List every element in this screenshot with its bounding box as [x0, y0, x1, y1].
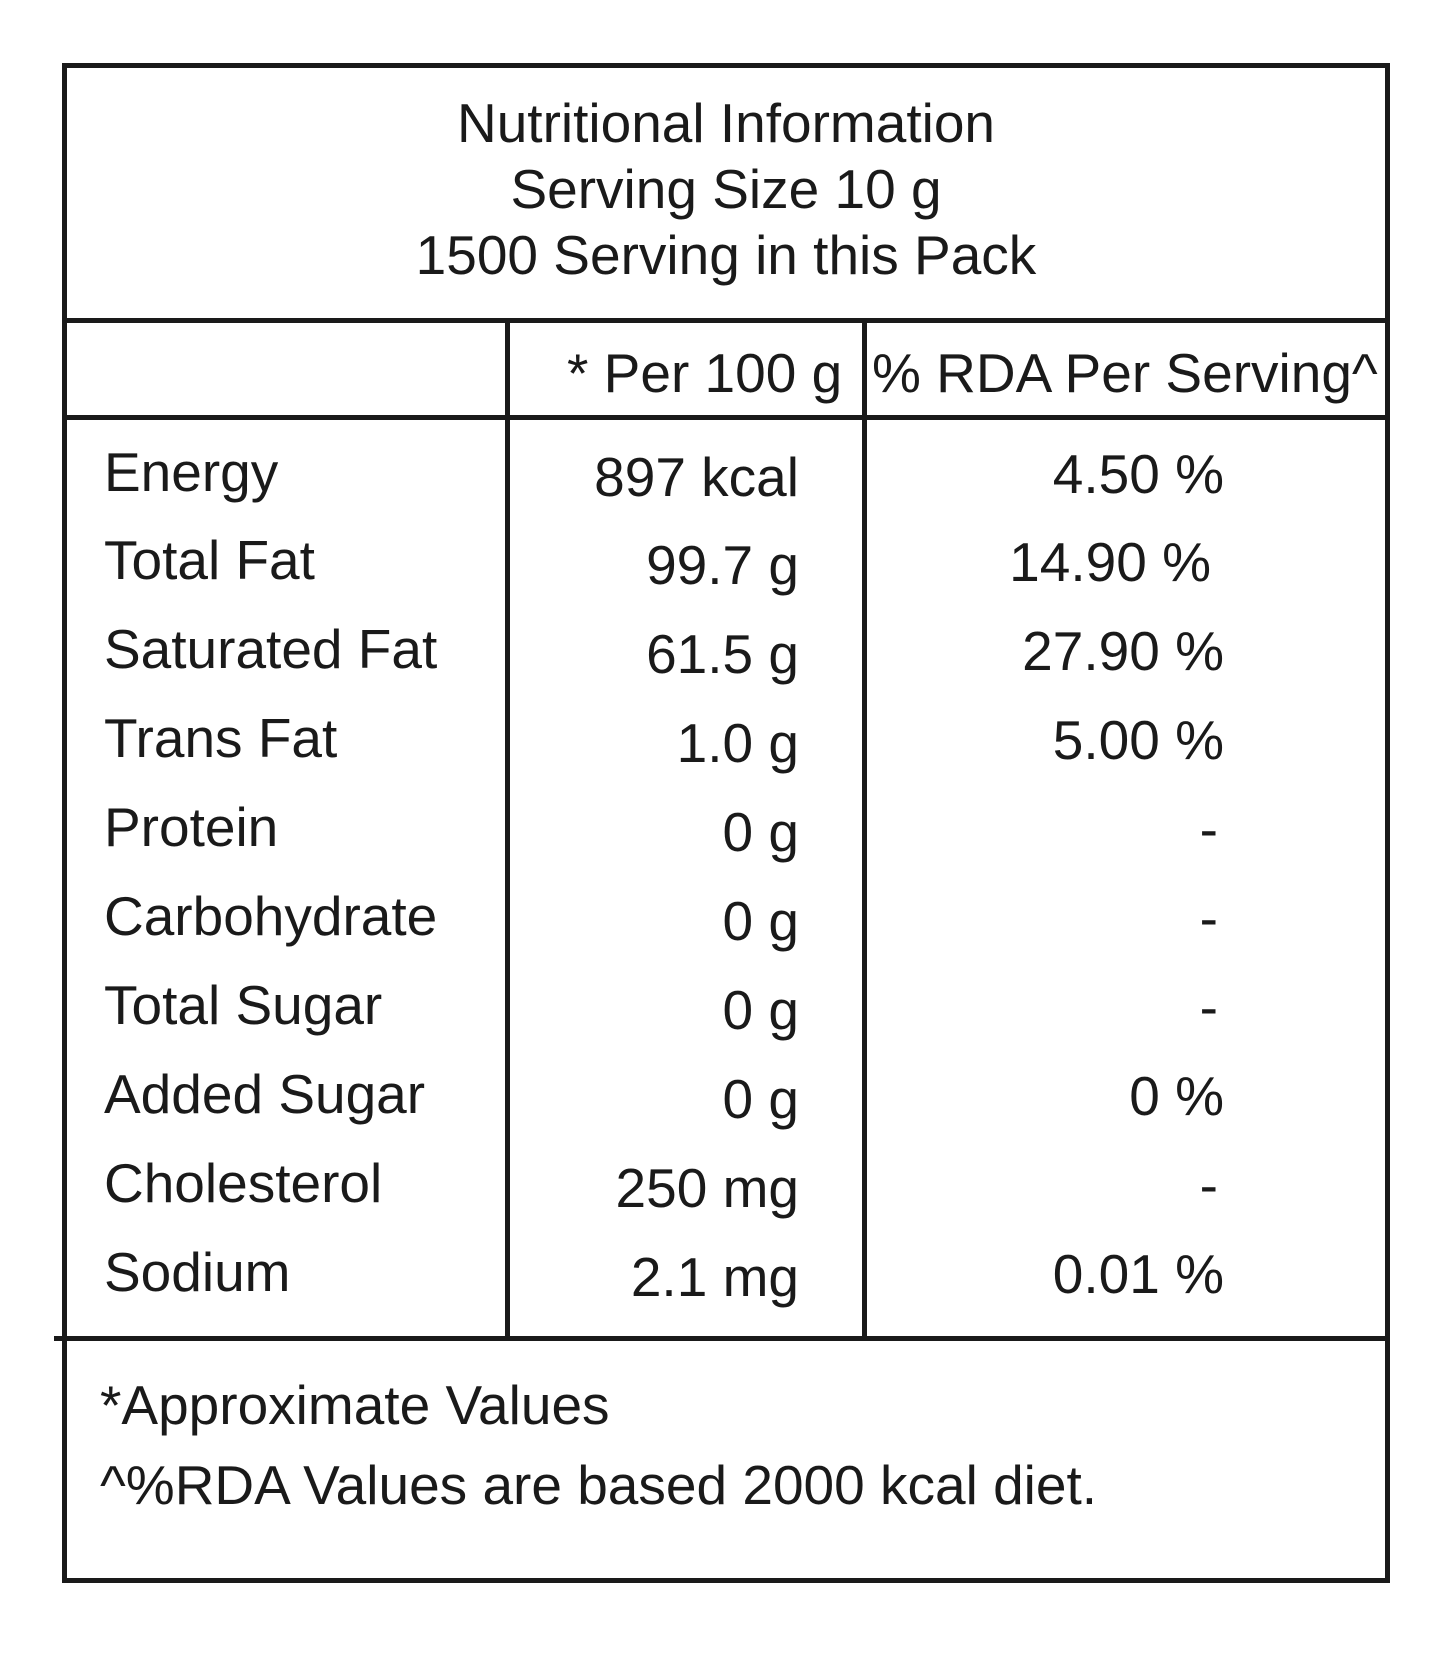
servings-per-pack: 1500 Serving in this Pack [415, 224, 1037, 286]
column-header-divider [62, 415, 1390, 420]
row-label: Total Fat [104, 529, 315, 591]
header-divider [62, 318, 1390, 323]
row-per-100g-value: 99.7 g [646, 534, 799, 596]
column-divider-right [862, 318, 867, 1341]
row-rda-value: 14.90 % [1009, 531, 1211, 593]
table-header: Nutritional Information Serving Size 10 … [67, 90, 1385, 288]
row-label: Added Sugar [104, 1063, 426, 1125]
row-per-100g-value: 2.1 mg [630, 1246, 799, 1308]
row-per-100g-value: 0 g [722, 979, 799, 1041]
row-rda-value: 5.00 % [1052, 709, 1224, 771]
row-label: Sodium [104, 1241, 291, 1303]
row-per-100g-value: 250 mg [615, 1157, 799, 1219]
column-header-rda: % RDA Per Serving^ [872, 342, 1378, 404]
row-rda-value: - [1199, 1154, 1218, 1216]
row-rda-value: 0 % [1129, 1065, 1224, 1127]
row-rda-value: - [1199, 976, 1218, 1038]
row-rda-value: 0.01 % [1052, 1243, 1224, 1305]
footer-divider [54, 1336, 1390, 1341]
row-label: Saturated Fat [104, 618, 438, 680]
nutrition-table [62, 63, 1390, 1583]
serving-size: Serving Size 10 g [510, 158, 942, 220]
row-label: Cholesterol [104, 1152, 383, 1214]
table-title: Nutritional Information [456, 92, 996, 154]
row-label: Protein [104, 796, 279, 858]
row-rda-value: 27.90 % [1022, 620, 1224, 682]
row-per-100g-value: 0 g [722, 1068, 799, 1130]
footnote-approximate: *Approximate Values [100, 1374, 610, 1436]
column-divider-left [505, 318, 510, 1341]
row-label: Trans Fat [104, 707, 338, 769]
row-per-100g-value: 897 kcal [594, 446, 799, 508]
row-rda-value: - [1199, 798, 1218, 860]
row-label: Total Sugar [104, 974, 383, 1036]
row-per-100g-value: 0 g [722, 890, 799, 952]
row-rda-value: 4.50 % [1052, 443, 1224, 505]
footnote-rda-basis: ^%RDA Values are based 2000 kcal diet. [100, 1454, 1098, 1516]
row-label: Carbohydrate [104, 885, 438, 947]
row-per-100g-value: 0 g [722, 801, 799, 863]
row-per-100g-value: 1.0 g [676, 712, 799, 774]
column-header-per-100g: * Per 100 g [567, 342, 843, 404]
row-rda-value: - [1199, 887, 1218, 949]
row-label: Energy [104, 441, 279, 503]
row-per-100g-value: 61.5 g [646, 623, 799, 685]
